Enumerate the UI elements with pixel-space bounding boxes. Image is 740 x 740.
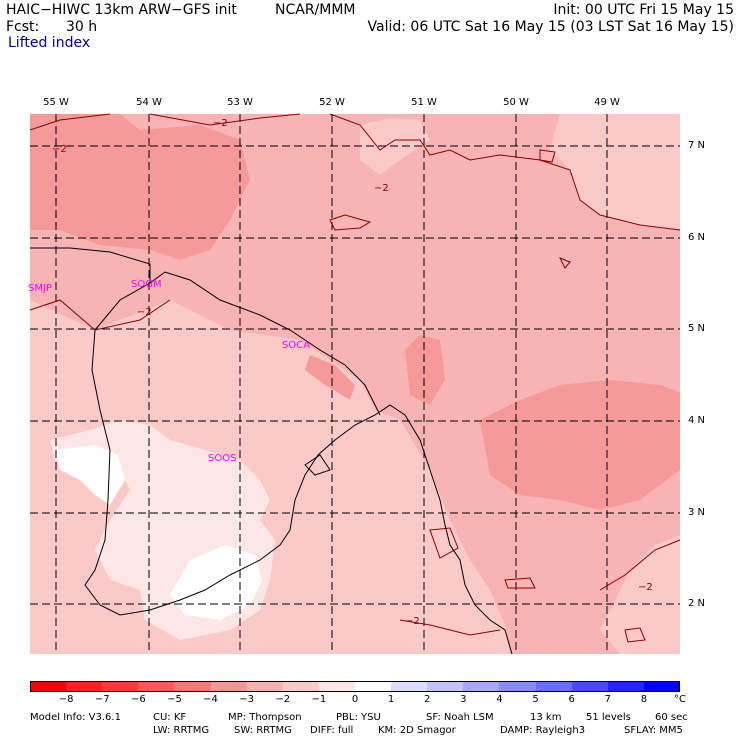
fill-zone-minus4 [30, 114, 250, 260]
colorbar-tick-label: −2 [275, 694, 291, 705]
colorbar-cell [246, 681, 284, 692]
colorbar-cell [138, 681, 175, 692]
colorbar-unit: °C [674, 694, 686, 705]
fill-zone-minus4 [480, 380, 680, 510]
damping-option: DAMP: Rayleigh3 [500, 725, 586, 736]
colorbar-cell [318, 681, 356, 692]
colorbar-tick-label: −7 [94, 694, 110, 705]
contour-label: −2 [213, 118, 228, 129]
lat-label-5n: 5 N [688, 323, 706, 334]
field-title: Lifted index [8, 35, 91, 51]
colorbar [30, 681, 681, 692]
colorbar-tick-label: 1 [387, 694, 395, 705]
colorbar-tick-label: 0 [351, 694, 359, 705]
contour-label: −2 [137, 307, 152, 318]
microphysics-scheme: MP: Thompson [228, 712, 302, 723]
colorbar-tick-label: −6 [130, 694, 146, 705]
cumulus-scheme: CU: KF [153, 712, 187, 723]
pbl-scheme: PBL: YSU [336, 712, 381, 723]
fill-zone-minus2 [600, 535, 680, 654]
colorbar-tick-label: 5 [532, 694, 539, 705]
colorbar-tick-label: 2 [424, 694, 431, 705]
diffusion-option: DIFF: full [310, 725, 354, 736]
colorbar-tick-label: 6 [568, 694, 575, 705]
surface-layer-option: SFLAY: MM5 [624, 725, 683, 736]
coastline-borders [30, 247, 513, 655]
lon-label-49w: 49 W [594, 97, 620, 108]
station-label-sogm: SOGM [131, 279, 162, 290]
contour-label: −2 [405, 616, 420, 627]
init-time: Init: 00 UTC Fri 15 May 15 [553, 2, 734, 18]
lon-label-53w: 53 W [227, 97, 253, 108]
fill-zone-minus4 [405, 335, 445, 405]
model-info: Model Info: V3.6.1 [30, 712, 121, 723]
lon-label-55w: 55 W [43, 97, 69, 108]
colorbar-tick-label: −8 [58, 694, 74, 705]
shortwave-scheme: SW: RRTMG [234, 725, 292, 736]
surface-scheme: SF: Noah LSM [426, 712, 494, 723]
colorbar-tick-label: −5 [167, 694, 182, 705]
colorbar-cell [355, 681, 392, 692]
fill-zone-minus4 [305, 355, 355, 400]
colorbar-cell [210, 681, 248, 692]
colorbar-cell [499, 681, 537, 692]
colorbar-frame [30, 681, 680, 692]
lon-label-54w: 54 W [136, 97, 162, 108]
colorbar-cell [282, 681, 320, 692]
colorbar-cell [30, 681, 67, 692]
lat-label-3n: 3 N [688, 507, 706, 518]
forecast-label: Fcst: [6, 19, 40, 35]
station-label-soca: SOCA [282, 340, 311, 351]
contour-label: −2 [374, 183, 389, 194]
fill-zone-minus2 [550, 114, 680, 230]
colorbar-tick-label: −4 [203, 694, 218, 705]
lat-label-7n: 7 N [688, 140, 706, 151]
contour-label: −2 [638, 582, 653, 593]
colorbar-cell [463, 681, 500, 692]
forecast-hours: 30 h [66, 19, 98, 35]
colorbar-cell [66, 681, 103, 692]
model-title: HAIC−HIWC 13km ARW−GFS init [6, 2, 237, 18]
lon-label-52w: 52 W [319, 97, 345, 108]
valid-time: Valid: 06 UTC Sat 16 May 15 (03 LST Sat … [367, 19, 734, 35]
lat-label-6n: 6 N [688, 232, 706, 243]
colorbar-tick-label: 7 [604, 694, 611, 705]
station-label-smjp: SMJP [28, 283, 52, 294]
colorbar-cell [571, 681, 609, 692]
colorbar-cell [102, 681, 139, 692]
colorbar-cell [391, 681, 428, 692]
vertical-levels: 51 levels [586, 712, 631, 723]
colorbar-cell [607, 681, 645, 692]
lat-lon-grid [30, 114, 680, 654]
colorbar-cell [643, 681, 681, 692]
colorbar-cell [174, 681, 212, 692]
colorbar-tick-label: −3 [239, 694, 255, 705]
colorbar-cell [535, 681, 573, 692]
fill-zone-zero [170, 545, 262, 620]
colorbar-cell [427, 681, 464, 692]
lon-label-51w: 51 W [411, 97, 437, 108]
agency-label: NCAR/MMM [275, 2, 356, 18]
contour-label: −2 [52, 144, 67, 155]
timestep: 60 sec [655, 712, 688, 723]
colorbar-tick-label: −1 [311, 694, 327, 705]
lat-label-4n: 4 N [688, 415, 706, 426]
km-option: KM: 2D Smagor [378, 725, 456, 736]
resolution: 13 km [530, 712, 562, 723]
longwave-scheme: LW: RRTMG [153, 725, 210, 736]
colorbar-tick-label: 3 [460, 694, 467, 705]
colorbar-tick-label: 4 [496, 694, 503, 705]
lon-label-50w: 50 W [503, 97, 529, 108]
station-label-soos: SOOS [208, 453, 237, 464]
colorbar-tick-label: 8 [640, 694, 648, 705]
fill-zone-zero [55, 445, 125, 505]
lat-label-2n: 2 N [688, 598, 706, 609]
